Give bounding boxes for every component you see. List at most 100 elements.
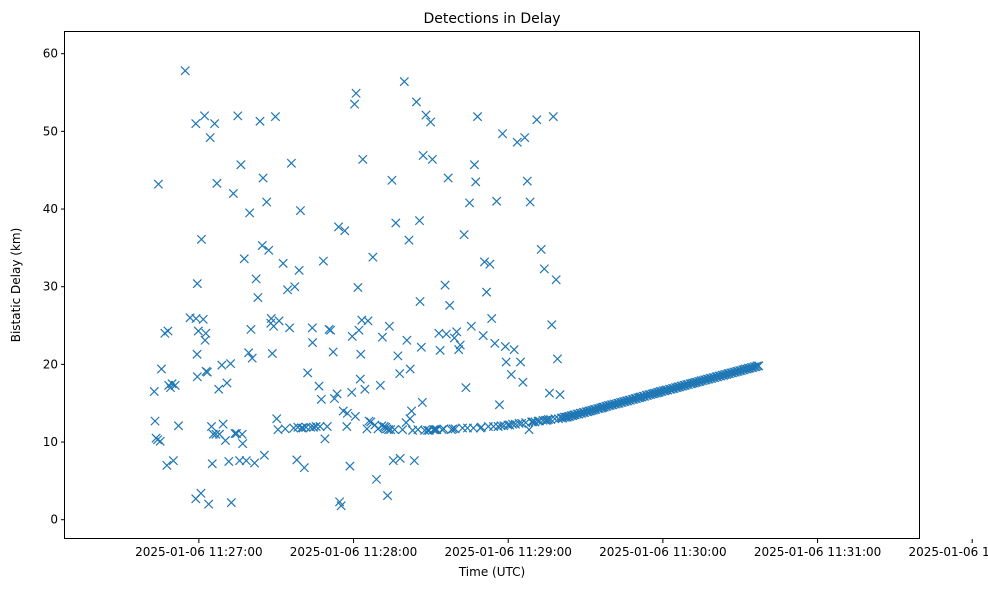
- x-tick-label: 2025-01-06 11:27:00: [135, 545, 262, 559]
- data-point: [322, 421, 332, 432]
- data-point: [522, 176, 532, 186]
- data-point: [163, 326, 173, 336]
- x-tick-label: 2025-01-06 11:30:00: [599, 545, 726, 559]
- data-point: [391, 218, 401, 228]
- data-point: [524, 424, 534, 435]
- data-point: [428, 424, 439, 435]
- data-point: [202, 367, 212, 377]
- data-point: [548, 111, 558, 122]
- data-point: [362, 424, 372, 434]
- data-point: [621, 396, 632, 406]
- data-point: [272, 414, 282, 424]
- data-point: [520, 132, 530, 143]
- data-point: [405, 414, 415, 424]
- data-point: [217, 360, 227, 370]
- data-point: [226, 497, 236, 508]
- data-point: [152, 435, 163, 445]
- data-point: [167, 379, 177, 389]
- data-point: [311, 421, 321, 432]
- data-point: [211, 429, 221, 439]
- data-point: [397, 424, 408, 435]
- x-tick-label: 2025-01-06 11:28:00: [290, 545, 417, 559]
- data-point: [481, 287, 492, 297]
- data-point: [532, 115, 542, 125]
- data-point: [342, 408, 352, 418]
- data-point: [192, 278, 202, 289]
- data-point: [284, 323, 295, 333]
- data-point: [452, 327, 462, 337]
- data-point: [301, 422, 311, 432]
- data-point: [544, 388, 555, 398]
- data-point: [425, 117, 436, 127]
- data-point: [201, 328, 211, 338]
- data-point: [415, 296, 425, 307]
- data-point: [434, 328, 444, 338]
- data-point: [259, 450, 269, 460]
- data-point: [192, 372, 202, 382]
- data-point: [237, 429, 247, 439]
- data-point: [193, 326, 203, 336]
- data-markers: [149, 66, 764, 511]
- data-point: [539, 264, 549, 274]
- data-point: [435, 345, 445, 356]
- data-point: [386, 424, 396, 435]
- data-point: [180, 66, 190, 76]
- x-axis-label: Time (UTC): [458, 565, 525, 579]
- data-point: [354, 325, 364, 335]
- data-point: [506, 369, 516, 380]
- data-point: [199, 111, 210, 121]
- data-point: [409, 456, 419, 466]
- data-point: [375, 380, 385, 390]
- data-point: [233, 111, 243, 121]
- data-point: [478, 331, 488, 341]
- data-point: [243, 348, 254, 358]
- data-point: [461, 383, 471, 393]
- data-point: [307, 323, 317, 333]
- data-point: [591, 404, 601, 415]
- data-point: [255, 116, 265, 126]
- data-point: [494, 400, 505, 410]
- data-point: [149, 386, 159, 397]
- data-point: [497, 129, 508, 139]
- data-point: [399, 77, 409, 87]
- data-point: [366, 417, 376, 427]
- data-point: [471, 177, 481, 187]
- data-point: [405, 364, 415, 374]
- data-point: [320, 434, 330, 444]
- data-point: [196, 234, 207, 244]
- y-tick-label: 40: [43, 202, 58, 216]
- data-point: [316, 394, 326, 404]
- data-point: [384, 321, 394, 331]
- data-point: [340, 226, 350, 236]
- data-point: [170, 380, 180, 390]
- data-point: [596, 403, 606, 413]
- data-point: [258, 173, 268, 183]
- data-point: [364, 416, 374, 426]
- data-point: [752, 361, 762, 371]
- data-point: [469, 160, 480, 170]
- data-point: [417, 397, 427, 408]
- data-point: [450, 424, 460, 434]
- data-point: [168, 456, 178, 466]
- data-point: [754, 361, 764, 371]
- data-point: [443, 173, 453, 183]
- data-point: [191, 118, 201, 129]
- y-tick-label: 30: [43, 280, 58, 294]
- data-point: [363, 316, 373, 326]
- data-point: [350, 411, 360, 422]
- data-point: [153, 179, 164, 189]
- data-point: [209, 118, 220, 129]
- data-point: [342, 421, 352, 432]
- data-point: [487, 313, 497, 324]
- data-point: [555, 390, 565, 400]
- data-point: [598, 402, 608, 412]
- data-point: [525, 197, 535, 207]
- data-point: [479, 257, 490, 267]
- data-point: [307, 337, 318, 348]
- data-point: [205, 132, 215, 143]
- data-point: [267, 348, 277, 359]
- data-point: [382, 424, 392, 434]
- data-point: [156, 364, 167, 374]
- data-point: [207, 459, 217, 469]
- data-point: [251, 274, 261, 284]
